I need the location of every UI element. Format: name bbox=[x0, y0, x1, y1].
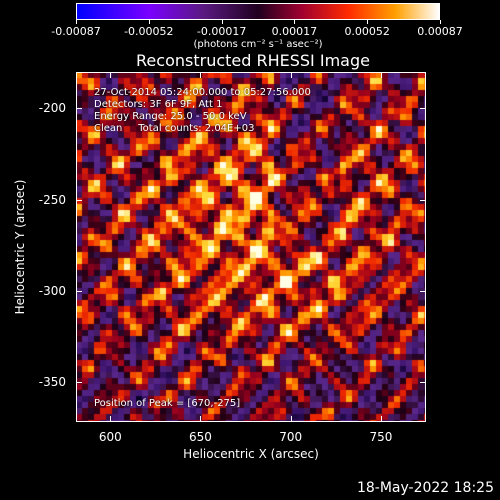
y-axis-tick-label: -200 bbox=[38, 101, 66, 116]
x-axis-tick bbox=[380, 72, 382, 78]
colorbar-tick bbox=[76, 20, 77, 24]
x-axis-tick bbox=[200, 72, 202, 78]
y-axis-tick bbox=[420, 381, 426, 383]
info-detectors: Detectors: 3F 6F 9F, Att 1 bbox=[94, 99, 223, 110]
x-axis-tick-label: 750 bbox=[369, 430, 393, 444]
y-axis-tick-label: -350 bbox=[38, 374, 66, 389]
colorbar-tick-label: 0.00087 bbox=[417, 25, 463, 38]
y-axis-tick bbox=[76, 290, 82, 292]
x-axis-tick bbox=[290, 416, 292, 422]
info-energy-range: Energy Range: 25.0 - 50.0 keV bbox=[94, 111, 247, 122]
info-time-range: 27-Oct-2014 05:24:00.000 to 05:27:56.000 bbox=[94, 87, 311, 98]
colorbar-tick bbox=[148, 20, 150, 24]
colorbar-tick-label: -0.00052 bbox=[124, 25, 174, 38]
colorbar-tick bbox=[294, 20, 296, 24]
y-axis-tick bbox=[76, 381, 82, 383]
colorbar-tick-label: -0.00017 bbox=[196, 25, 247, 38]
y-axis-tick bbox=[76, 108, 82, 110]
colorbar-units: (photons cm⁻² s⁻¹ asec⁻²) bbox=[193, 39, 323, 50]
colorbar-tick-label: 0.00017 bbox=[271, 25, 318, 38]
y-axis-tick bbox=[420, 108, 426, 110]
plot-title: Reconstructed RHESSI Image bbox=[136, 51, 370, 70]
y-axis-tick bbox=[76, 199, 82, 201]
x-axis-label: Heliocentric X (arcsec) bbox=[183, 447, 319, 461]
x-axis-tick bbox=[380, 416, 382, 422]
x-axis-tick-label: 650 bbox=[189, 430, 212, 444]
colorbar bbox=[76, 3, 440, 20]
colorbar-tick bbox=[440, 20, 441, 24]
y-axis-tick bbox=[420, 290, 426, 292]
x-axis-tick-label: 700 bbox=[279, 430, 303, 444]
x-axis-tick bbox=[110, 416, 112, 422]
footer-date: 18-May-2022 18:25 bbox=[356, 480, 494, 496]
x-axis-tick-label: 600 bbox=[98, 430, 122, 444]
info-peak-position: Position of Peak = [670,-275] bbox=[94, 398, 241, 409]
heatmap-canvas bbox=[76, 72, 426, 422]
colorbar-tick-label: 0.00052 bbox=[344, 25, 390, 38]
y-axis-tick bbox=[420, 199, 426, 201]
x-axis-tick bbox=[200, 416, 202, 422]
y-axis-tick-label: -300 bbox=[38, 283, 66, 298]
colorbar-gradient bbox=[77, 4, 439, 19]
rhessi-image bbox=[76, 72, 426, 422]
y-axis-tick-label: -250 bbox=[38, 192, 66, 207]
colorbar-ticks bbox=[76, 20, 441, 26]
x-axis-tick bbox=[110, 72, 112, 78]
x-axis-tick bbox=[290, 72, 292, 78]
y-axis-label: Heliocentric Y (arcsec) bbox=[13, 179, 27, 315]
colorbar-tick-label: -0.00087 bbox=[51, 25, 101, 38]
colorbar-tick bbox=[367, 20, 369, 24]
info-clean-counts: Clean Total counts: 2.04E+03 bbox=[94, 123, 255, 134]
colorbar-tick bbox=[221, 20, 223, 24]
